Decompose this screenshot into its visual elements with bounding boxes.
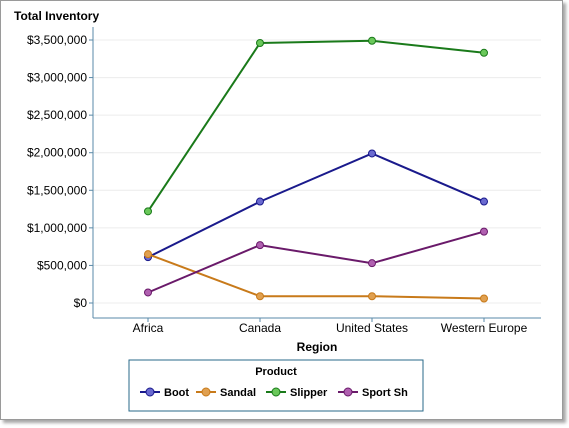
data-point-slipper [256,39,264,48]
data-point-boot [480,197,488,206]
series-line-sport-sh [147,230,485,294]
legend: Product Boot Sandal Slipper Sport Sh [128,359,424,412]
data-point-sandal [480,294,488,303]
data-point-slipper [144,207,152,216]
y-tick-label: $3,000,000 [27,71,87,85]
x-tick-label: Canada [239,321,281,335]
y-tick-label: $500,000 [37,258,87,272]
y-tick-label: $2,000,000 [27,146,87,160]
legend-swatch-marker-sandal [201,387,211,397]
data-point-sport-sh [368,259,376,268]
data-point-sport-sh [480,227,488,236]
y-tick-label: $3,500,000 [27,33,87,47]
legend-label-sport-sh: Sport Sh [362,387,408,399]
legend-label-slipper: Slipper [290,387,328,399]
data-point-slipper [368,36,376,45]
chart-frame [0,0,563,420]
y-tick-label: $0 [74,296,88,310]
legend-swatch-marker-sport-sh [343,387,353,397]
data-point-slipper [480,48,488,57]
data-point-sandal [144,250,152,259]
data-point-sandal [256,292,264,301]
legend-label-boot: Boot [164,387,189,399]
gridlines [93,39,541,304]
x-tick-label: Africa [133,321,164,335]
legend-label-sandal: Sandal [220,387,256,399]
y-tick-label: $2,500,000 [27,108,87,122]
y-tick-label: $1,000,000 [27,221,87,235]
legend-box [128,359,424,412]
series-group [144,36,488,303]
data-point-sandal [368,292,376,301]
data-point-boot [256,197,264,206]
x-tick-label: Western Europe [441,321,528,335]
x-tick-labels: Africa Canada United States Western Europe [133,318,528,335]
x-axis-title: Region [297,340,338,354]
legend-items: Boot Sandal Slipper Sport Sh [140,387,408,399]
legend-swatch-marker-boot [145,387,155,397]
legend-swatch-marker-slipper [271,387,281,397]
legend-title: Product [255,366,297,378]
data-point-sport-sh [256,241,264,250]
x-tick-label: United States [336,321,408,335]
series-line-boot [147,152,485,259]
series-line-sandal [147,253,485,300]
data-point-sport-sh [144,288,152,297]
data-point-boot [368,149,376,158]
y-axis-title: Total Inventory [14,9,99,23]
y-tick-labels: $0 $500,000 $1,000,000 $1,500,000 $2,000,000… [27,33,93,310]
series-line-slipper [147,39,485,212]
y-tick-label: $1,500,000 [27,183,87,197]
